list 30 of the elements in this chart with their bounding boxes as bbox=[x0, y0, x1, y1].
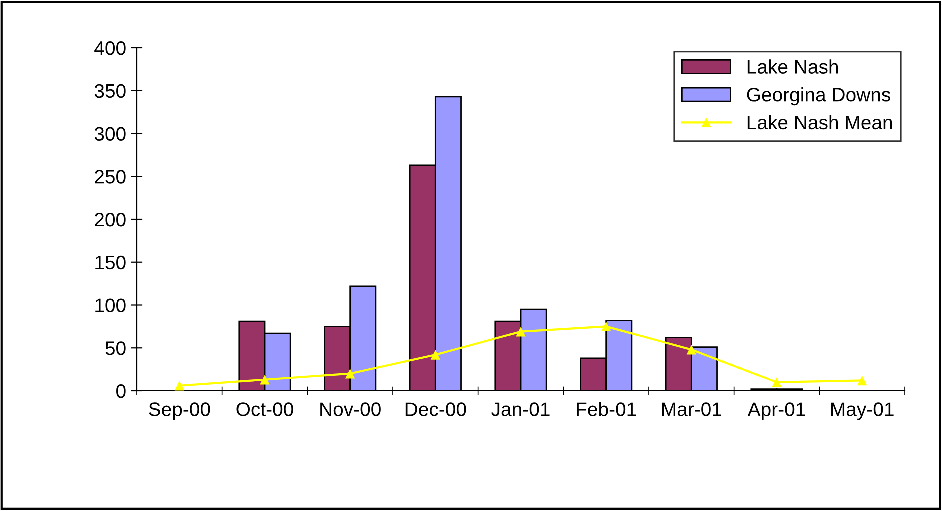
y-tick-label: 0 bbox=[116, 384, 126, 398]
point bbox=[516, 326, 526, 337]
point bbox=[857, 376, 868, 386]
x-tick-label: Oct-00 bbox=[236, 402, 294, 416]
x-tick-label: Dec-00 bbox=[406, 402, 466, 416]
x-tick-label: Feb-01 bbox=[577, 402, 636, 416]
x-tick-label: Apr-01 bbox=[748, 402, 806, 420]
point bbox=[601, 322, 612, 332]
point bbox=[174, 380, 185, 391]
y-tick-label: 400 bbox=[94, 41, 126, 56]
point bbox=[772, 378, 782, 388]
x-tick-label: Jan-01 bbox=[492, 402, 550, 416]
point bbox=[345, 368, 356, 379]
point bbox=[260, 374, 270, 385]
point bbox=[430, 350, 441, 360]
x-tick-label: Nov-00 bbox=[320, 402, 381, 416]
y-tick-label: 300 bbox=[94, 127, 126, 141]
y-tick-label: 150 bbox=[96, 256, 126, 270]
legend-label: Lake Nash bbox=[748, 60, 838, 74]
x-tick-label: May-01 bbox=[832, 402, 894, 420]
legend-label: Lake Nash Mean bbox=[748, 115, 892, 130]
x-tick-label: Mar-01 bbox=[662, 402, 722, 416]
x-tick-label: Sep-00 bbox=[149, 402, 210, 420]
y-tick-label: 250 bbox=[95, 170, 126, 184]
y-tick-label: 100 bbox=[96, 298, 126, 312]
y-tick-label: 200 bbox=[95, 212, 126, 227]
y-tick-label: 350 bbox=[94, 84, 126, 98]
y-tick-label: 50 bbox=[106, 342, 126, 356]
point bbox=[686, 344, 697, 355]
legend-label: Georgina Downs bbox=[747, 88, 890, 106]
